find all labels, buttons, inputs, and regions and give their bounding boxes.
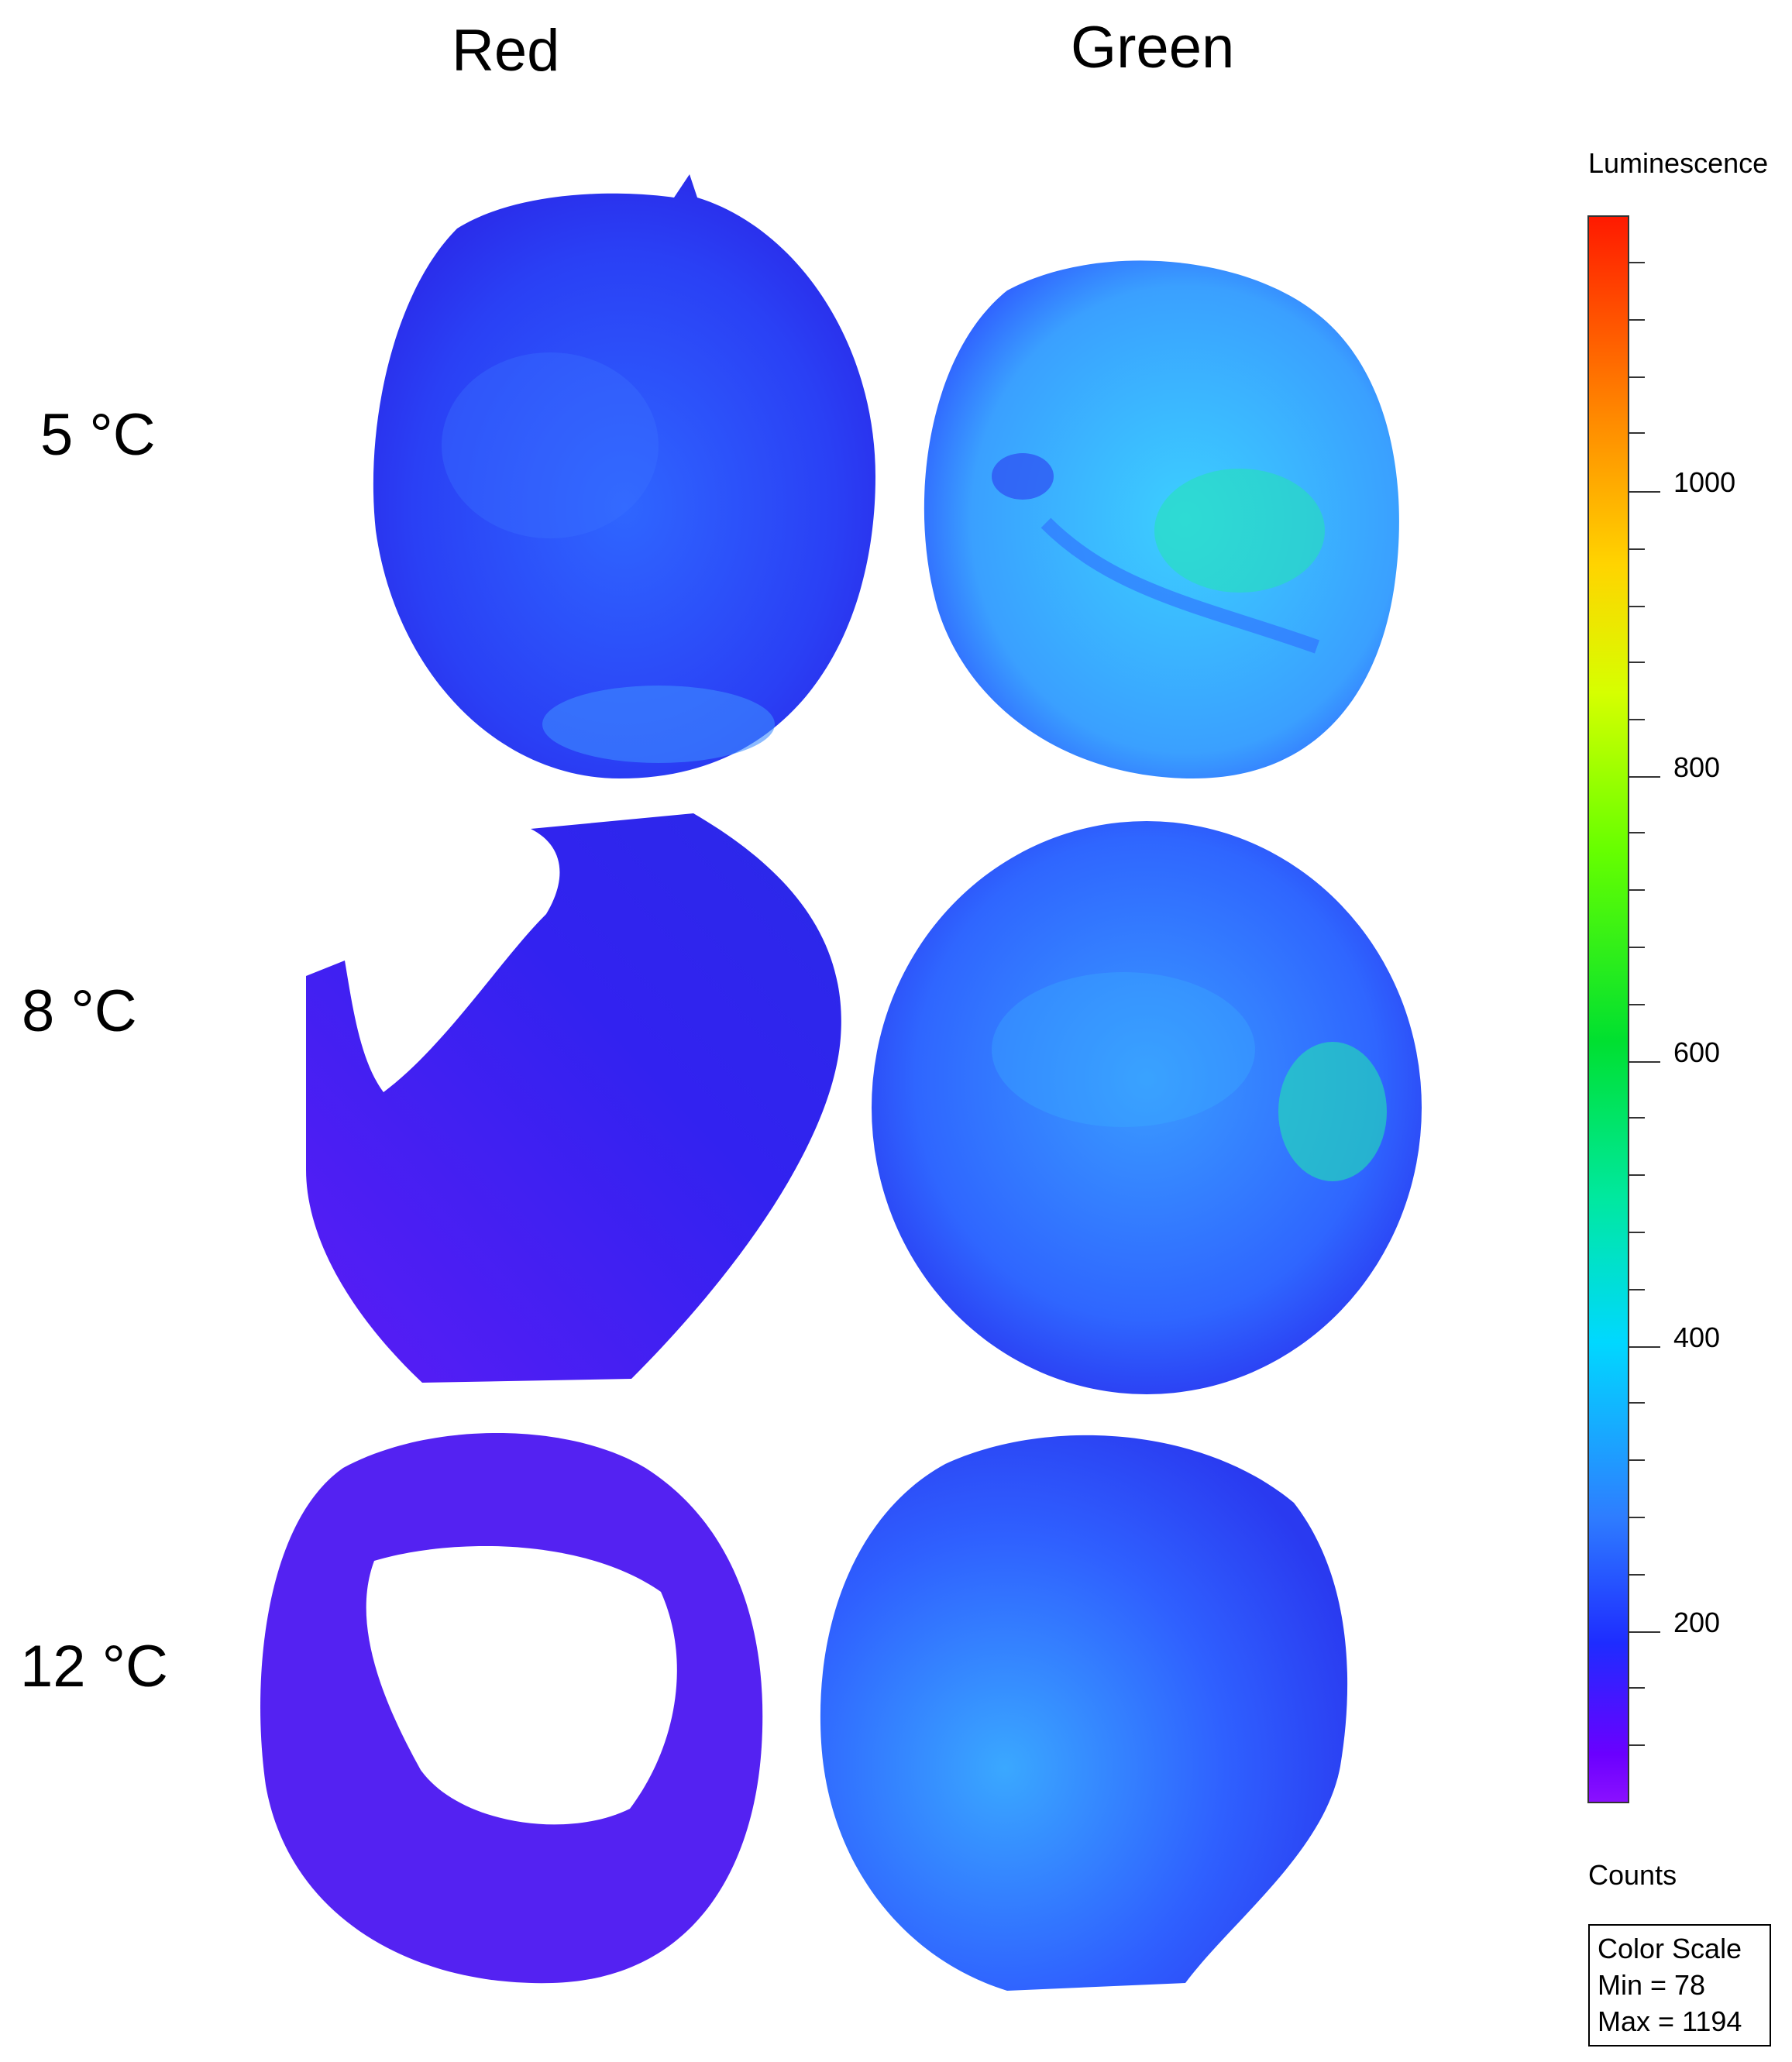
colorbar-tick bbox=[1629, 889, 1645, 891]
column-label-red: Red bbox=[452, 18, 560, 84]
colorbar-tick-label-1000: 1000 bbox=[1673, 466, 1736, 498]
colorbar-tick bbox=[1629, 1517, 1645, 1518]
colorbar-major-tick bbox=[1629, 491, 1660, 493]
image-12c-red bbox=[258, 1421, 769, 1987]
row-label-8c: 8 °C bbox=[22, 978, 137, 1044]
colorbar-title: Luminescence bbox=[1588, 147, 1769, 179]
colorbar-tick bbox=[1629, 432, 1645, 434]
colorbar-tick bbox=[1629, 719, 1645, 720]
colorbar-tick-label-200: 200 bbox=[1673, 1607, 1721, 1638]
colorbar-tick bbox=[1629, 1574, 1645, 1576]
colorbar-tick bbox=[1629, 606, 1645, 607]
color-scale-legend: Color Scale Min = 78 Max = 1194 bbox=[1588, 1924, 1771, 2047]
image-5c-red bbox=[364, 167, 891, 786]
image-8c-green bbox=[868, 817, 1426, 1398]
colorbar-tick-label-400: 400 bbox=[1673, 1321, 1721, 1353]
colorbar-units: Counts bbox=[1588, 1859, 1677, 1891]
colorbar-tick bbox=[1629, 1687, 1645, 1689]
colorbar-major-tick bbox=[1629, 1346, 1660, 1348]
colorbar-tick bbox=[1629, 1289, 1645, 1290]
colorbar-tick-label-600: 600 bbox=[1673, 1036, 1721, 1068]
colorbar-major-tick bbox=[1629, 1061, 1660, 1063]
colorbar bbox=[1587, 215, 1629, 1803]
colorbar-tick bbox=[1629, 947, 1645, 948]
colorbar-tick bbox=[1629, 1402, 1645, 1404]
legend-line-max: Max = 1194 bbox=[1598, 2005, 1742, 2037]
colorbar-tick bbox=[1629, 548, 1645, 550]
colorbar-tick bbox=[1629, 262, 1645, 263]
image-12c-green bbox=[813, 1418, 1356, 1991]
colorbar-tick bbox=[1629, 662, 1645, 663]
image-8c-red bbox=[306, 806, 848, 1387]
colorbar-tick-label-800: 800 bbox=[1673, 751, 1721, 783]
colorbar-major-tick bbox=[1629, 776, 1660, 778]
colorbar-tick bbox=[1629, 832, 1645, 833]
row-label-12c: 12 °C bbox=[20, 1634, 168, 1699]
legend-line-min: Min = 78 bbox=[1598, 1969, 1706, 2001]
image-5c-green bbox=[914, 244, 1410, 786]
colorbar-tick bbox=[1629, 1459, 1645, 1461]
row-label-5c: 5 °C bbox=[40, 402, 156, 468]
colorbar-tick bbox=[1629, 1232, 1645, 1233]
colorbar-tick bbox=[1629, 1744, 1645, 1746]
column-label-green: Green bbox=[1071, 15, 1235, 81]
colorbar-tick bbox=[1629, 1174, 1645, 1176]
colorbar-tick bbox=[1629, 376, 1645, 378]
colorbar-major-tick bbox=[1629, 1631, 1660, 1633]
colorbar-tick bbox=[1629, 1004, 1645, 1005]
colorbar-tick bbox=[1629, 319, 1645, 321]
legend-line-title: Color Scale bbox=[1598, 1933, 1742, 1964]
colorbar-tick bbox=[1629, 1117, 1645, 1119]
